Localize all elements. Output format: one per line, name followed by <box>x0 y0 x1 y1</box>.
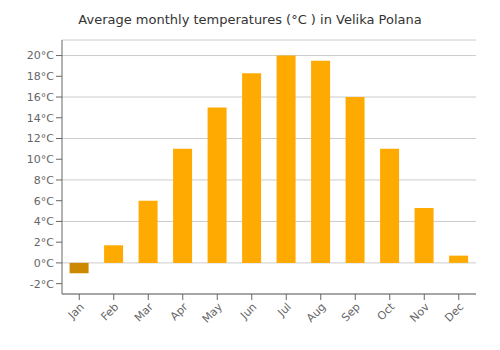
svg-text:Oct: Oct <box>375 300 398 323</box>
svg-text:18°C: 18°C <box>27 70 54 83</box>
svg-text:Jul: Jul <box>275 300 294 319</box>
svg-text:Dec: Dec <box>442 300 466 324</box>
svg-text:4°C: 4°C <box>34 215 54 228</box>
svg-text:14°C: 14°C <box>27 112 54 125</box>
svg-text:Jun: Jun <box>237 300 259 322</box>
svg-text:20°C: 20°C <box>27 49 54 62</box>
svg-text:16°C: 16°C <box>27 91 54 104</box>
svg-text:-2°C: -2°C <box>30 278 54 291</box>
svg-text:Sep: Sep <box>339 300 363 324</box>
svg-text:Jan: Jan <box>65 300 87 322</box>
svg-text:8°C: 8°C <box>34 174 54 187</box>
svg-text:10°C: 10°C <box>27 153 54 166</box>
svg-text:Apr: Apr <box>168 300 191 323</box>
svg-text:Feb: Feb <box>98 300 121 323</box>
svg-text:Nov: Nov <box>408 300 433 325</box>
svg-text:0°C: 0°C <box>34 257 54 270</box>
svg-text:2°C: 2°C <box>34 236 54 249</box>
html-text:Average monthly temperatures (: Average monthly temperatures (°C ) in Ve… <box>78 12 422 27</box>
svg-text:Aug: Aug <box>304 300 328 324</box>
svg-text:May: May <box>200 300 226 326</box>
svg-text:12°C: 12°C <box>27 132 54 145</box>
svg-text:6°C: 6°C <box>34 195 54 208</box>
svg-text:Mar: Mar <box>132 300 156 324</box>
